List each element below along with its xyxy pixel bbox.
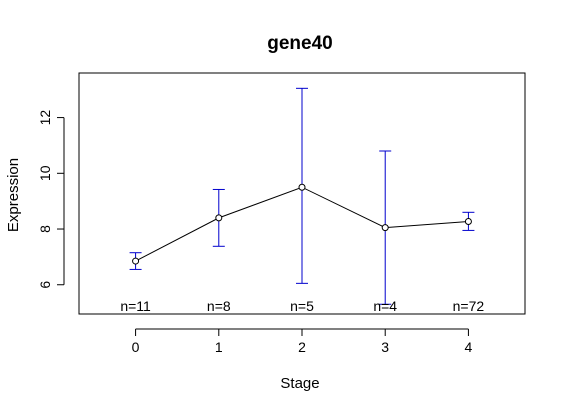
data-point — [132, 257, 140, 265]
sample-size-label: n=4 — [373, 298, 397, 314]
sample-size-labels: n=11 n=8 n=5 n=4 n=72 — [120, 298, 484, 314]
x-tick-label: 4 — [465, 339, 473, 355]
sample-size-label: n=8 — [207, 298, 231, 314]
error-bars — [129, 87, 475, 305]
data-point — [464, 218, 472, 226]
sample-size-label: n=72 — [453, 298, 485, 314]
x-axis-label: Stage — [280, 375, 319, 392]
chart-title: gene40 — [267, 33, 332, 54]
data-point — [215, 214, 223, 222]
y-tick-label: 12 — [37, 110, 53, 126]
x-tick-label: 2 — [298, 339, 306, 355]
y-tick-label: 8 — [37, 225, 53, 233]
sample-size-label: n=5 — [290, 298, 314, 314]
sample-size-label: n=11 — [120, 298, 151, 314]
plot-area-frame — [78, 72, 526, 315]
y-axis-label: Expression — [5, 158, 22, 232]
series — [132, 183, 472, 265]
y-tick-label: 10 — [37, 165, 53, 181]
x-tick-label: 0 — [132, 339, 140, 355]
x-tick-label: 3 — [381, 339, 389, 355]
data-point — [381, 224, 389, 232]
x-tick-label: 1 — [215, 339, 223, 355]
data-point — [298, 183, 306, 191]
y-tick-label: 6 — [37, 281, 53, 289]
